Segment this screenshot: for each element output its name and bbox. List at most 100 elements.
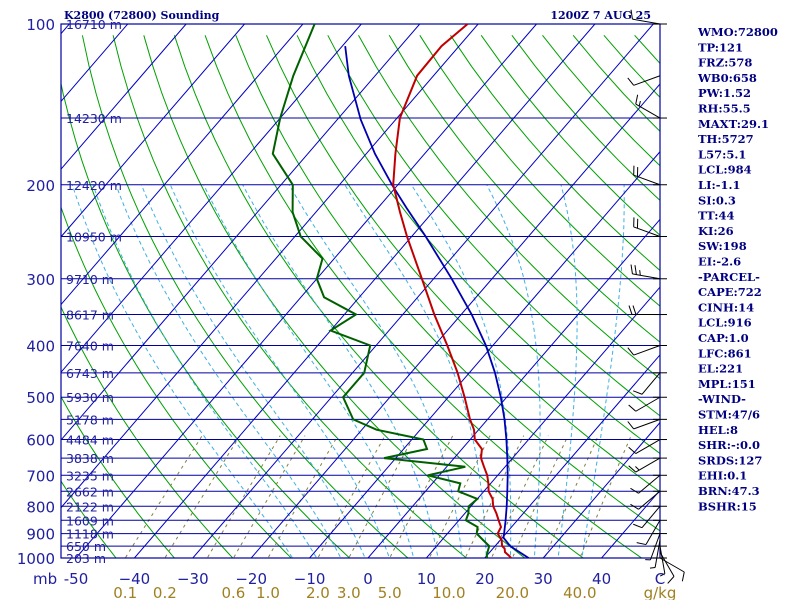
index-value: -WIND- [698, 392, 746, 406]
index-value: CAP:1.0 [698, 331, 749, 345]
isotherm-line [75, 24, 537, 558]
height-label: 4484 m [66, 433, 114, 448]
index-value: BSHR:15 [698, 499, 757, 513]
isotherm-line [61, 24, 187, 170]
wind-barb [632, 372, 661, 395]
wind-barb [630, 9, 661, 25]
moist-adiabat-line [557, 184, 578, 558]
wind-barb [633, 217, 661, 237]
mixing-ratio-tick-label: 20.0 [496, 584, 529, 600]
moist-adiabat-line [486, 184, 541, 558]
wind-barb-flag [636, 542, 647, 546]
index-value: WMO:72800 [697, 25, 778, 39]
mixing-ratio-line [428, 435, 491, 558]
wind-barb [645, 533, 661, 561]
wind-barb [659, 557, 685, 582]
wind-barb-flag [681, 571, 685, 582]
wind-barb-flag [627, 347, 635, 356]
index-value: EHI:0.1 [698, 469, 747, 483]
wind-barb-staff [645, 520, 661, 545]
wind-barb-half-flag [635, 466, 640, 471]
wind-barb-staff [633, 418, 661, 430]
pressure-tick-label: 700 [26, 467, 55, 485]
dry-adiabat-line [61, 81, 351, 558]
wind-barb [628, 439, 661, 454]
index-value: HEL:8 [698, 423, 738, 437]
mixing-ratio-tick-label: 0.6 [221, 584, 245, 600]
wind-barb [630, 264, 661, 280]
dry-adiabat-line [204, 35, 643, 558]
wind-barb-flag [627, 421, 635, 430]
wind-barb-flag [634, 265, 637, 275]
isotherm-line [367, 218, 660, 558]
height-label: 1118 m [66, 527, 114, 542]
wind-barb-half-flag [659, 573, 666, 577]
pressure-tick-label: 300 [26, 271, 55, 289]
wind-barb [627, 75, 661, 86]
temperature-tick-label: 20 [475, 570, 494, 588]
moist-adiabat-line [203, 184, 415, 558]
index-value: CINH:14 [698, 300, 754, 314]
mixing-ratio-line [232, 435, 306, 558]
wind-barb-flag [630, 503, 639, 510]
pressure-tick-label: 600 [26, 432, 55, 450]
dry-adiabat-line [235, 35, 660, 532]
isotherm-line [0, 24, 11, 558]
index-value: MAXT:29.1 [698, 117, 769, 131]
plot-frame [60, 23, 661, 559]
temperature-tick-label: −10 [294, 570, 326, 588]
wind-barb-staff [633, 75, 661, 86]
wind-barb-flag [632, 390, 643, 395]
mixing-ratio-tick-label: 1.0 [256, 584, 280, 600]
wind-barb-staff [633, 226, 661, 237]
height-label: 8617 m [66, 308, 114, 323]
mixing-ratio-tick-label: 40.0 [563, 584, 596, 600]
isobars [60, 23, 661, 559]
index-value: SI:0.3 [698, 193, 736, 207]
wind-barb-staff [635, 103, 661, 119]
dry-adiabat-line [388, 35, 660, 343]
height-label: 2662 m [66, 484, 114, 499]
wind-barb [628, 305, 660, 316]
moist-adiabat-line [71, 184, 294, 558]
dry-adiabat-line [327, 35, 660, 417]
sounding-profiles [271, 24, 530, 558]
wind-barb-half-flag [639, 270, 641, 276]
wind-barb [659, 551, 675, 584]
isotherm-line [309, 150, 660, 558]
moist-adiabat-line [410, 184, 512, 558]
temperature-tick-label: −30 [177, 570, 209, 588]
index-value: EL:221 [698, 362, 743, 376]
index-value: FRZ:578 [698, 56, 752, 70]
mixing-ratio-line [164, 435, 241, 558]
wind-barb [628, 396, 661, 412]
index-value: SRDS:127 [698, 453, 762, 467]
height-label: 5178 m [66, 412, 114, 427]
dry-adiabat-line [296, 35, 660, 455]
temperature-tick-label: −20 [235, 570, 267, 588]
mixing-ratio-line [544, 435, 599, 558]
wind-barb [627, 418, 661, 430]
mixing-ratio-tick-label: 3.0 [337, 584, 361, 600]
dry-adiabat-line [757, 35, 800, 569]
isotherm-line [426, 286, 660, 558]
mixing-ratio-line [267, 435, 339, 558]
wind-barb [632, 505, 661, 529]
pressure-tick-label: 500 [26, 389, 55, 407]
dry-adiabat-line [61, 205, 292, 558]
wind-barb [659, 546, 666, 577]
pressure-tick-label: 800 [26, 498, 55, 516]
index-value: -PARCEL- [698, 270, 760, 284]
height-label: 2122 m [66, 499, 114, 514]
temperature-tick-label: 30 [534, 570, 553, 588]
moist-adiabat-line [242, 184, 439, 558]
index-value: L57:5.1 [698, 147, 746, 161]
wind-barb-staff [659, 557, 685, 573]
height-label: 7640 m [66, 339, 114, 354]
height-label: 650 m [66, 539, 106, 554]
wind-barb-staff [635, 457, 661, 473]
wind-barb [649, 539, 661, 569]
isotherms [0, 24, 660, 558]
